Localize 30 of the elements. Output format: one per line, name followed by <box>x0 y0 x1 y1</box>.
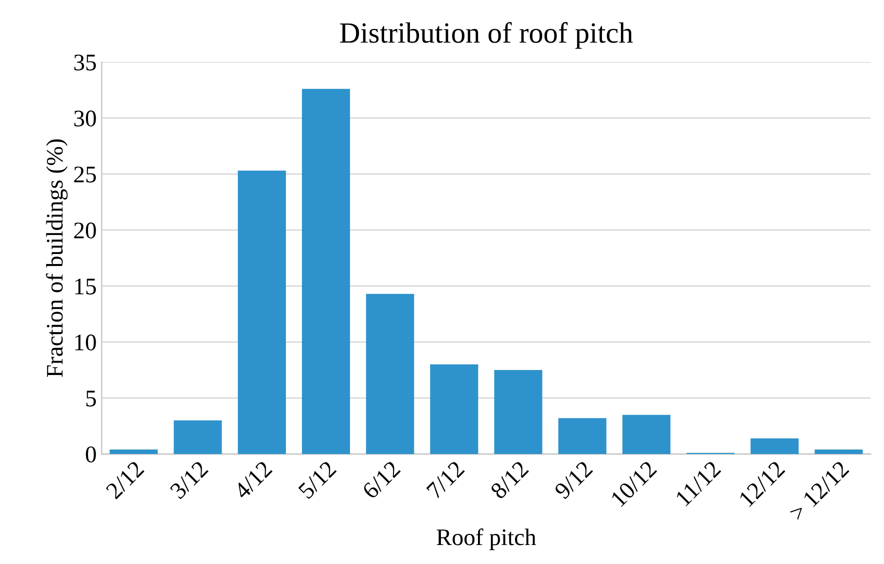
x-tick-label: 7/12 <box>426 460 465 500</box>
bar <box>494 370 542 454</box>
x-tick-label: 3/12 <box>169 460 209 500</box>
y-tick-label: 0 <box>86 446 96 462</box>
y-tick-label: 10 <box>75 334 96 350</box>
bar <box>622 414 670 454</box>
y-tick-label: 5 <box>86 390 96 406</box>
x-tick-label: 8/12 <box>490 460 530 500</box>
x-axis-title: Roof pitch <box>436 528 536 550</box>
x-tick-label: 2/12 <box>105 460 145 500</box>
x-tick-label: 5/12 <box>298 460 337 500</box>
bar <box>558 418 606 454</box>
y-tick-label: 15 <box>75 278 96 294</box>
bar <box>430 364 478 454</box>
x-tick-label: 4/12 <box>233 460 273 500</box>
y-tick-label: 20 <box>74 222 96 238</box>
bar <box>814 450 863 454</box>
bar <box>302 88 350 454</box>
bar <box>174 420 222 454</box>
bar <box>750 438 799 454</box>
y-tick-label: 25 <box>74 166 96 182</box>
y-axis-title: Fraction of buildings (%) <box>46 139 68 378</box>
bar <box>110 450 158 454</box>
y-tick-label: 30 <box>74 110 96 126</box>
x-tick-label: 6/12 <box>362 460 401 500</box>
y-tick-label: 35 <box>74 54 96 70</box>
bar <box>366 294 414 454</box>
bar <box>238 170 286 454</box>
x-tick-label: 9/12 <box>554 460 594 500</box>
chart-title: Distribution of roof pitch <box>340 22 633 49</box>
